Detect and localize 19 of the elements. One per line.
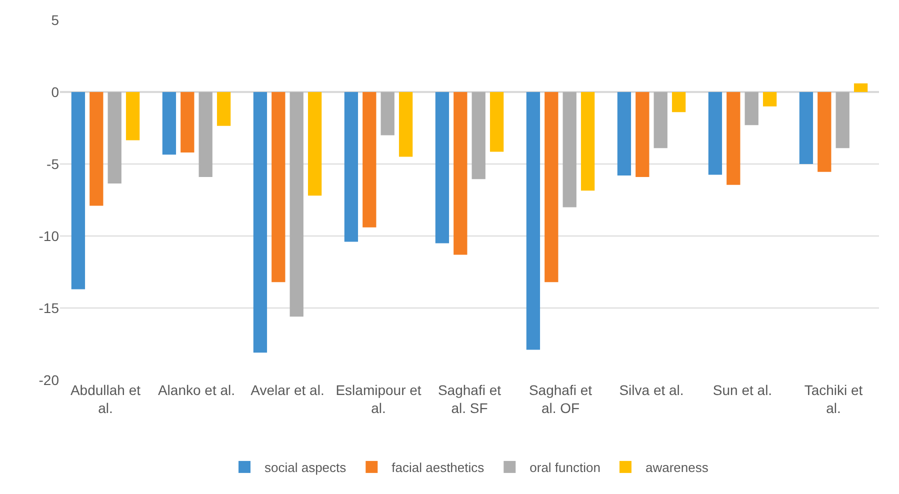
x-tick-label: Silva et al. <box>619 382 684 398</box>
x-tick-label: Saghafi et al. SF <box>438 382 502 416</box>
legend-label: oral function <box>530 460 600 476</box>
y-tick-label: -10 <box>38 228 60 244</box>
x-tick-label: Avelar et al. <box>250 382 324 398</box>
x-tick-label: Alanko et al. <box>158 382 236 398</box>
x-tick-label: Saghafi et al. OF <box>528 382 592 416</box>
y-tick-label: 5 <box>51 12 60 28</box>
x-tick-label: Eslamipour et al. <box>336 382 422 416</box>
legend-label: awareness <box>645 460 709 476</box>
x-tick-label: Sun et al. <box>712 382 772 398</box>
x-tick-label: Tachiki et al. <box>804 382 863 416</box>
y-tick-label: 0 <box>51 84 60 100</box>
y-tick-label: -15 <box>38 300 60 316</box>
x-tick-label: Abdullah et al. <box>70 382 141 416</box>
legend-label: facial aesthetics <box>392 460 485 476</box>
legend-label: social aspects <box>264 460 347 476</box>
y-tick-label: -20 <box>38 372 60 388</box>
y-tick-label: -5 <box>46 156 60 172</box>
